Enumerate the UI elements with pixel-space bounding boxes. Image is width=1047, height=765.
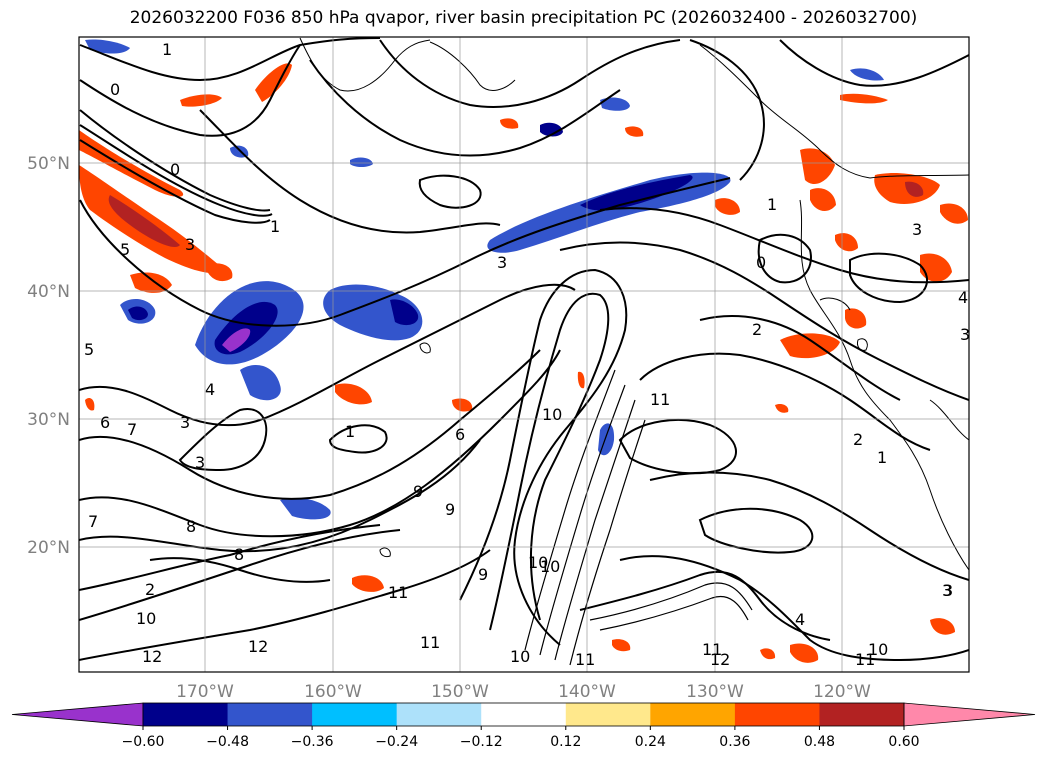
contour-label: 10 [528, 553, 548, 572]
contour-label: 3 [195, 453, 205, 472]
lat-label: 20°N [27, 538, 70, 558]
contour-label: 1 [877, 448, 887, 467]
contour-label: 9 [478, 565, 488, 584]
contour-label: 6 [455, 425, 465, 444]
contour-label: 1 [767, 195, 777, 214]
colorbar-tick-label: −0.24 [375, 734, 418, 750]
contour-label: 11 [650, 390, 670, 409]
colorbar-tick-label: −0.36 [291, 734, 334, 750]
colorbar-segment [143, 703, 229, 726]
contour-label: 10 [510, 647, 530, 666]
lon-label: 160°W [304, 682, 362, 702]
contour-label: 5 [84, 340, 94, 359]
contour-label: 3 [942, 581, 952, 600]
latitude-labels: 50°N 40°N 30°N 20°N [27, 154, 70, 558]
contour-label: 9 [413, 482, 423, 501]
map-frame [78, 36, 970, 673]
contour-label: 12 [248, 637, 268, 656]
colorbar-segment [565, 703, 651, 726]
contour-label: 8 [186, 517, 196, 536]
contour-label: 10 [540, 557, 560, 576]
colorbar-tick-label: −0.12 [460, 734, 503, 750]
graticule [79, 37, 969, 672]
contour-label: 11 [388, 583, 408, 602]
longitude-labels: 170°W 160°W 150°W 140°W 130°W 120°W [176, 682, 871, 702]
contour-label: 12 [142, 647, 162, 666]
contour-label: 11 [420, 633, 440, 652]
lon-label: 120°W [813, 682, 871, 702]
colorbar-tick-label: −0.48 [206, 734, 249, 750]
lat-label: 30°N [27, 410, 70, 430]
colorbar-tick-label: 0.48 [804, 734, 835, 750]
colorbar-segment [734, 703, 820, 726]
colorbar-tick-label: 0.60 [888, 734, 919, 750]
coastlines [299, 37, 969, 571]
contour-label: 11 [855, 650, 875, 669]
contour-label: 10 [136, 609, 156, 628]
contour-label: 0 [170, 160, 180, 179]
contour-label: 7 [127, 420, 137, 439]
lon-label: 140°W [558, 682, 616, 702]
lon-label: 170°W [176, 682, 234, 702]
colorbar-tick-label: 0.36 [719, 734, 750, 750]
contour-label: 3 [960, 325, 970, 344]
contour-label: 3 [185, 235, 195, 254]
contour-label: 6 [100, 413, 110, 432]
colorbar-segment [481, 703, 567, 726]
colorbar-segment [650, 703, 736, 726]
colorbar-frame [142, 702, 905, 727]
positive-anomaly-fills [79, 63, 968, 663]
contour-label: 3 [497, 253, 507, 272]
contour-label: 2 [752, 320, 762, 339]
lon-label: 150°W [431, 682, 489, 702]
contour-label: 5 [120, 240, 130, 259]
contour-label: 4 [958, 288, 968, 307]
lon-label: 130°W [686, 682, 744, 702]
contour-label: 10 [868, 640, 888, 659]
contour-label: 3 [943, 581, 953, 600]
colorbar-segment [396, 703, 482, 726]
colorbar-tick-label: 0.24 [635, 734, 666, 750]
contour-label: 12 [710, 650, 730, 669]
colorbar-segment [227, 703, 313, 726]
lat-label: 40°N [27, 282, 70, 302]
colorbar-segment [312, 703, 398, 726]
contour-label: 11 [575, 650, 595, 669]
contour-label: 1 [345, 422, 355, 441]
colorbar: −0.60 −0.48 −0.36 −0.24 −0.12 0.12 0.24 0.36 0.4… [11, 702, 1036, 750]
lat-label: 50°N [27, 154, 70, 174]
contour-label: 0 [110, 80, 120, 99]
contour-label: 1 [270, 217, 280, 236]
contour-label: 3 [912, 220, 922, 239]
contour-label: 4 [205, 380, 215, 399]
contour-label: 9 [445, 500, 455, 519]
colorbar-segment [819, 703, 905, 726]
contour-label: 1 [162, 40, 172, 59]
contour-label: 2 [853, 430, 863, 449]
colorbar-extend-high [903, 702, 1036, 727]
contour-label: 8 [234, 545, 244, 564]
contour-label: 3 [180, 413, 190, 432]
contour-label: 11 [702, 640, 722, 659]
colorbar-tick-label: 0.12 [550, 734, 581, 750]
colorbar-extend-low [11, 702, 144, 727]
contour-label: 0 [756, 253, 766, 272]
contour-label: 2 [145, 580, 155, 599]
colorbar-tick-label: −0.60 [122, 734, 165, 750]
contour-label: 7 [88, 512, 98, 531]
map-title: 2026032200 F036 850 hPa qvapor, river ba… [129, 8, 918, 28]
contour-label: 10 [542, 405, 562, 424]
contour-label: 4 [795, 610, 805, 629]
